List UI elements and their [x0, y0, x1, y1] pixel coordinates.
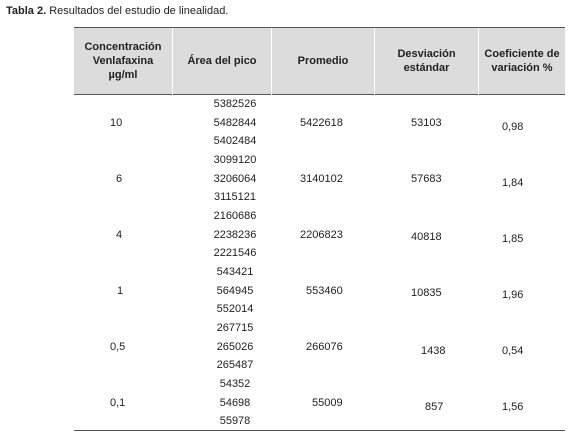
- cell-desviacion: 857: [425, 401, 444, 413]
- header-concentracion-label: Concentración Venlafaxina µg/ml: [84, 41, 162, 81]
- cell-desviacion: 40818: [411, 231, 442, 243]
- table-row: 10 5382526 5482844 5402484 5422618 53103…: [74, 95, 565, 151]
- area-value: 543421: [216, 266, 254, 278]
- cell-cv: 1,56: [502, 401, 524, 413]
- header-promedio-label: Promedio: [297, 55, 349, 67]
- cell-promedio: 553460: [306, 285, 343, 297]
- header-desviacion: Desviación estándar: [375, 28, 478, 94]
- area-value: 2238236: [213, 228, 257, 241]
- area-value: 5482844: [213, 116, 257, 129]
- table-row: 0,5 267715 265026 265487 266076 1438 0,5…: [74, 319, 565, 375]
- header-divider: [271, 28, 272, 96]
- cell-areas: 267715 265026 265487: [186, 319, 284, 375]
- area-value: 552014: [216, 303, 254, 316]
- table-row: 0,1 54352 54698 55978 55009 857 1,56: [74, 375, 565, 431]
- cell-cv: 1,85: [502, 233, 524, 245]
- area-value: 3115121: [213, 191, 256, 204]
- area-value: 265026: [216, 340, 254, 353]
- cell-cv: 1,84: [502, 177, 524, 189]
- header-promedio: Promedio: [272, 28, 374, 94]
- linearity-table: Concentración Venlafaxina µg/ml Área del…: [74, 27, 565, 431]
- cell-areas: 54352 54698 55978: [186, 375, 284, 431]
- area-value: 2160686: [213, 210, 257, 222]
- cell-areas: 5382526 5482844 5402484: [186, 95, 284, 151]
- cell-concentracion: 1: [117, 285, 124, 297]
- cell-desviacion: 53103: [411, 117, 442, 129]
- cell-concentracion: 10: [110, 117, 123, 129]
- table-row: 4 2160686 2238236 2221546 2206823 40818 …: [74, 207, 565, 263]
- header-area: Área del pico: [173, 28, 271, 94]
- cell-areas: 3099120 3206064 3115121: [186, 151, 284, 207]
- header-divider: [172, 28, 173, 96]
- area-value: 54698: [219, 396, 251, 409]
- cell-desviacion: 1438: [421, 345, 446, 357]
- header-divider: [478, 28, 479, 96]
- cell-desviacion: 57683: [411, 173, 442, 185]
- header-cv-label: Coeficiente de variación %: [484, 48, 560, 74]
- area-value: 564945: [216, 284, 254, 297]
- caption-text: Resultados del estudio de linealidad.: [49, 5, 229, 17]
- cell-concentracion: 6: [116, 173, 123, 185]
- cell-areas: 543421 564945 552014: [186, 263, 284, 319]
- area-value: 265487: [216, 359, 254, 372]
- area-value: 3206064: [213, 172, 257, 185]
- cell-cv: 0,54: [502, 345, 524, 357]
- table-caption: Tabla 2. Resultados del estudio de linea…: [6, 4, 228, 18]
- cell-cv: 1,96: [502, 289, 524, 301]
- area-value: 55978: [219, 415, 251, 428]
- table-row: 1 543421 564945 552014 553460 10835 1,96: [74, 263, 565, 319]
- area-value: 267715: [216, 322, 254, 334]
- header-desviacion-label: Desviación estándar: [397, 48, 456, 74]
- header-area-label: Área del pico: [187, 55, 257, 67]
- header-cv: Coeficiente de variación %: [479, 28, 565, 94]
- caption-label: Tabla 2.: [6, 5, 47, 17]
- cell-promedio: 266076: [306, 341, 343, 353]
- area-value: 54352: [219, 378, 251, 390]
- area-value: 2221546: [213, 247, 257, 260]
- cell-promedio: 55009: [312, 397, 343, 409]
- cell-concentracion: 4: [116, 229, 123, 241]
- area-value: 5382526: [213, 98, 257, 110]
- table-header: Concentración Venlafaxina µg/ml Área del…: [74, 27, 565, 96]
- area-value: 5402484: [213, 135, 257, 148]
- cell-promedio: 2206823: [300, 229, 343, 241]
- cell-promedio: 3140102: [300, 173, 343, 185]
- cell-desviacion: 10835: [411, 287, 442, 299]
- header-divider: [374, 28, 375, 96]
- cell-cv: 0,98: [502, 121, 524, 133]
- table-row: 6 3099120 3206064 3115121 3140102 57683 …: [74, 151, 565, 207]
- cell-areas: 2160686 2238236 2221546: [186, 207, 284, 263]
- header-concentracion: Concentración Venlafaxina µg/ml: [74, 28, 172, 94]
- cell-concentracion: 0,5: [110, 341, 126, 353]
- table-bottom-rule: [74, 430, 565, 431]
- cell-promedio: 5422618: [300, 117, 343, 129]
- cell-concentracion: 0,1: [110, 397, 126, 409]
- area-value: 3099120: [213, 154, 257, 166]
